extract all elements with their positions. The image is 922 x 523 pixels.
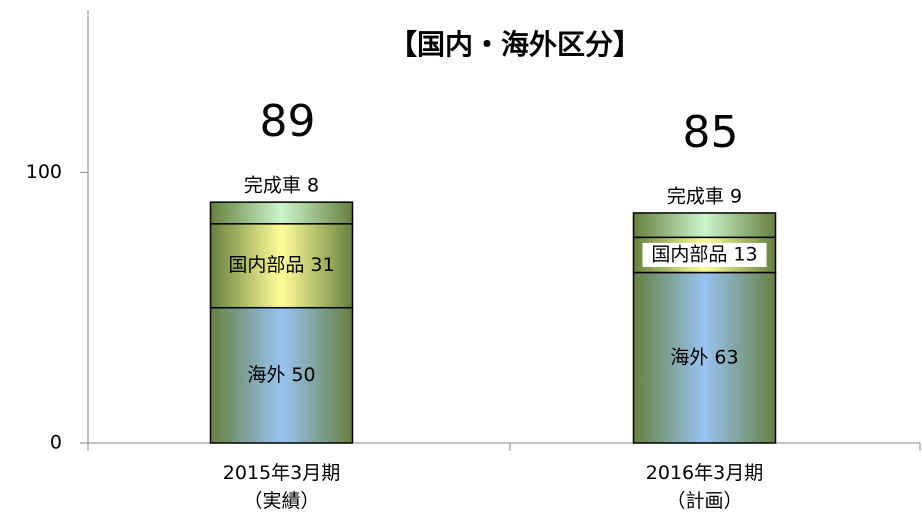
data-label: 海外 50 (247, 364, 315, 386)
total-label: 85 (683, 107, 739, 158)
bar-segment (632, 271, 777, 444)
y-tick-label: 100 (26, 161, 62, 183)
label-background (642, 242, 767, 267)
bar-segment (632, 212, 777, 239)
y-tick-label: 0 (50, 432, 62, 454)
x-tick-label: 2015年3月期 （実績） (222, 462, 341, 512)
total-label: 89 (260, 96, 316, 147)
data-label: 国内部品 31 (228, 254, 334, 276)
data-label: 完成車 8 (244, 175, 319, 197)
data-label: 国内部品 13 (651, 243, 757, 265)
x-tick-label: 2016年3月期 （計画） (645, 462, 764, 512)
data-label: 完成車 9 (667, 185, 742, 207)
bar-segment (209, 306, 354, 444)
bar-segment (209, 201, 354, 225)
chart-title: 【国内・海外区分】 (389, 28, 641, 61)
data-label: 海外 63 (670, 346, 738, 368)
bar-segment (209, 223, 354, 309)
